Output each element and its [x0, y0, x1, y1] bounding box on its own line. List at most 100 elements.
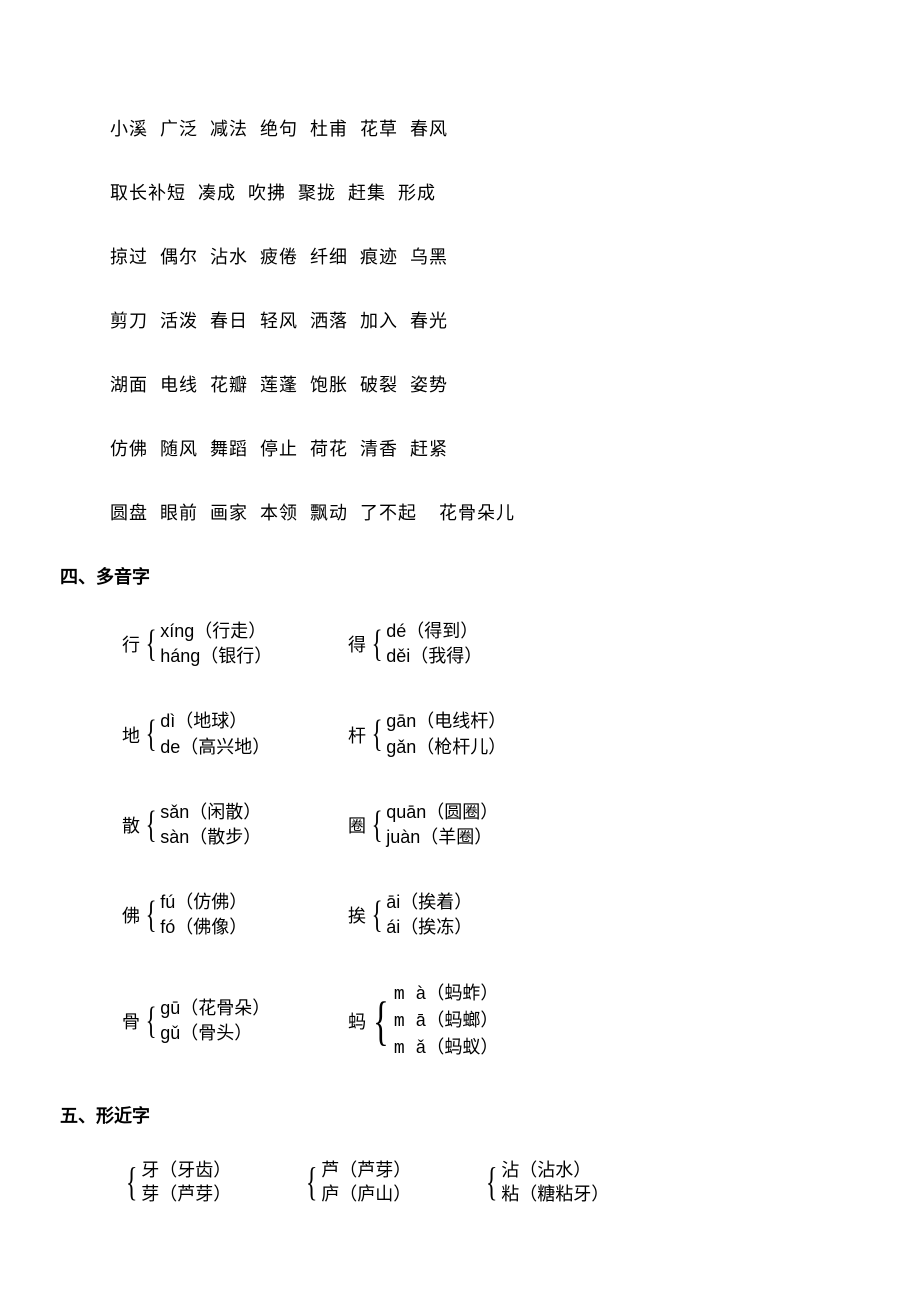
pinyin: gǎn — [386, 737, 416, 757]
near-char-line: 粘（糖粘牙） — [501, 1182, 609, 1206]
polyphone-entry: 杆{gān（电线杆）gǎn（枪杆儿） — [348, 709, 506, 759]
vocab-word: 破裂 — [360, 375, 398, 395]
vocab-word: 纤细 — [310, 247, 348, 267]
reading-list: quān（圆圈）juàn（羊圈） — [386, 800, 498, 850]
polyphone-char: 散 — [122, 812, 140, 838]
polyphone-table: 行{xíng（行走）háng（银行）得{dé（得到）děi（我得）地{dì（地球… — [122, 619, 860, 1062]
word-line: 圆盘眼前画家本领飘动了不起花骨朵儿 — [110, 499, 860, 525]
polyphone-entry: 佛{fú（仿佛）fó（佛像） — [122, 890, 348, 940]
polyphone-char: 行 — [122, 631, 140, 657]
pinyin: gū — [160, 998, 180, 1018]
polyphone-row: 散{sǎn（闲散）sàn（散步）圈{quān（圆圈）juàn（羊圈） — [122, 800, 860, 850]
near-char-line: 芽（芦芽） — [141, 1182, 231, 1206]
vocab-word: 饱胀 — [310, 375, 348, 395]
polyphone-entry: 骨{gū（花骨朵）gǔ（骨头） — [122, 981, 348, 1063]
brace-icon: { — [146, 627, 157, 661]
reading-line: háng（银行） — [160, 644, 272, 669]
brace-icon: { — [126, 1164, 138, 1200]
reading-line: juàn（羊圈） — [386, 825, 498, 850]
vocab-word: 广泛 — [160, 119, 198, 139]
example-word: （佛像） — [175, 917, 247, 937]
polyphone-row: 佛{fú（仿佛）fó（佛像）挨{āi（挨着）ái（挨冻） — [122, 890, 860, 940]
vocab-word: 洒落 — [310, 311, 348, 331]
near-form-entry: {沾（沾水）粘（糖粘牙） — [482, 1158, 662, 1207]
vocab-word: 本领 — [260, 503, 298, 523]
pinyin: m à — [394, 985, 426, 1005]
vocab-word: 姿势 — [410, 375, 448, 395]
example-word: （电线杆） — [416, 711, 506, 731]
vocab-word: 赶紧 — [410, 439, 448, 459]
polyphone-row: 行{xíng（行走）háng（银行）得{dé（得到）děi（我得） — [122, 619, 860, 669]
vocab-word: 飘动 — [310, 503, 348, 523]
vocab-word: 形成 — [398, 183, 436, 203]
reading-line: sàn（散步） — [160, 825, 261, 850]
vocab-word: 花草 — [360, 119, 398, 139]
reading-line: āi（挨着） — [386, 890, 472, 915]
brace-icon: { — [486, 1164, 498, 1200]
reading-line: sǎn（闲散） — [160, 800, 261, 825]
pinyin: de — [160, 737, 180, 757]
brace-icon: { — [372, 627, 383, 661]
near-char-line: 庐（庐山） — [321, 1182, 411, 1206]
example-word: （蚂螂） — [426, 1010, 498, 1030]
near-form-table: {牙（牙齿）芽（芦芽）{芦（芦芽）庐（庐山）{沾（沾水）粘（糖粘牙） — [122, 1158, 860, 1207]
reading-line: de（高兴地） — [160, 735, 270, 760]
vocab-word: 小溪 — [110, 119, 148, 139]
pinyin: sǎn — [160, 802, 189, 822]
vocab-word: 吹拂 — [248, 183, 286, 203]
vocab-word: 痕迹 — [360, 247, 398, 267]
near-pair-list: 沾（沾水）粘（糖粘牙） — [501, 1158, 609, 1207]
pinyin: gǔ — [160, 1023, 180, 1043]
polyphone-row: 骨{gū（花骨朵）gǔ（骨头）蚂{m à（蚂蚱）m ā（蚂螂）m ǎ（蚂蚁） — [122, 981, 860, 1063]
vocab-word: 春日 — [210, 311, 248, 331]
example-word: （挨冻） — [400, 917, 472, 937]
brace-icon: { — [372, 898, 383, 932]
vocab-word: 疲倦 — [260, 247, 298, 267]
reading-line: m à（蚂蚱） — [394, 981, 498, 1008]
pinyin: ái — [386, 917, 400, 937]
reading-line: quān（圆圈） — [386, 800, 498, 825]
vocab-word: 绝句 — [260, 119, 298, 139]
polyphone-row: 地{dì（地球）de（高兴地）杆{gān（电线杆）gǎn（枪杆儿） — [122, 709, 860, 759]
polyphone-char: 挨 — [348, 902, 366, 928]
word-line: 取长补短凑成吹拂聚拢赶集形成 — [110, 179, 860, 205]
vocab-word: 莲蓬 — [260, 375, 298, 395]
example-word: （得到） — [406, 621, 478, 641]
example-word: （行走） — [194, 621, 266, 641]
example-word: （闲散） — [189, 802, 261, 822]
pinyin: m ā — [394, 1012, 426, 1032]
pinyin: fó — [160, 917, 175, 937]
brace-icon: { — [146, 898, 157, 932]
example-word: （地球） — [175, 711, 247, 731]
polyphone-char: 杆 — [348, 722, 366, 748]
example-word: （散步） — [189, 827, 261, 847]
reading-list: fú（仿佛）fó（佛像） — [160, 890, 247, 940]
example-word: （圆圈） — [426, 802, 498, 822]
heading-polyphone: 四、多音字 — [60, 563, 860, 589]
near-pair-list: 芦（芦芽）庐（庐山） — [321, 1158, 411, 1207]
near-pair-list: 牙（牙齿）芽（芦芽） — [141, 1158, 231, 1207]
reading-list: dì（地球）de（高兴地） — [160, 709, 270, 759]
brace-icon: { — [373, 997, 389, 1046]
example-word: （花骨朵） — [180, 998, 270, 1018]
reading-list: m à（蚂蚱）m ā（蚂螂）m ǎ（蚂蚁） — [394, 981, 498, 1063]
vocab-word: 花骨朵儿 — [439, 503, 515, 523]
vocab-word: 剪刀 — [110, 311, 148, 331]
vocab-word: 眼前 — [160, 503, 198, 523]
polyphone-char: 骨 — [122, 1008, 140, 1034]
brace-icon: { — [146, 808, 157, 842]
word-line: 剪刀活泼春日轻风洒落加入春光 — [110, 307, 860, 333]
near-form-entry: {芦（芦芽）庐（庐山） — [302, 1158, 482, 1207]
vocab-word: 春光 — [410, 311, 448, 331]
vocab-word: 圆盘 — [110, 503, 148, 523]
reading-line: xíng（行走） — [160, 619, 272, 644]
polyphone-char: 圈 — [348, 812, 366, 838]
reading-list: dé（得到）děi（我得） — [386, 619, 482, 669]
vocab-word: 轻风 — [260, 311, 298, 331]
example-word: （蚂蚱） — [426, 983, 498, 1003]
reading-line: m ǎ（蚂蚁） — [394, 1035, 498, 1062]
pinyin: fú — [160, 892, 175, 912]
brace-icon: { — [306, 1164, 318, 1200]
reading-line: děi（我得） — [386, 644, 482, 669]
heading-near-form: 五、形近字 — [60, 1102, 860, 1128]
